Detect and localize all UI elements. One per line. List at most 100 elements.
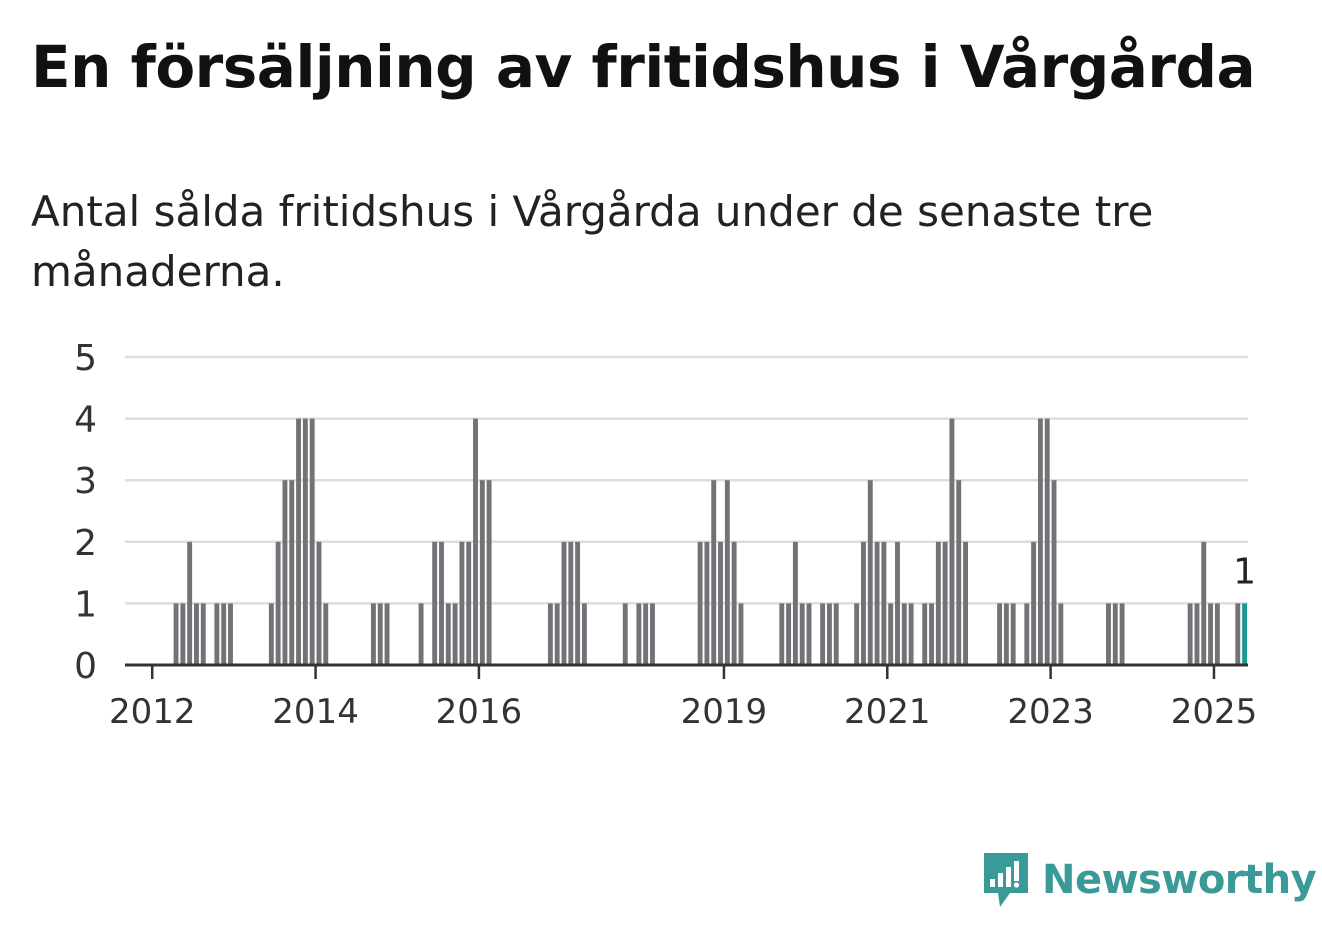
bar — [316, 541, 322, 665]
bar — [568, 541, 574, 665]
bar — [268, 603, 274, 665]
chart-subtitle: Antal sålda fritidshus i Vårgårda under … — [31, 187, 1154, 296]
bar — [370, 603, 376, 665]
bar — [643, 603, 649, 665]
bar — [180, 603, 186, 665]
bar — [704, 541, 710, 665]
x-tick-label: 2016 — [436, 692, 523, 732]
bar — [1051, 480, 1057, 665]
bar — [187, 541, 193, 665]
x-tick-label: 2019 — [681, 692, 768, 732]
x-tick-label: 2025 — [1171, 692, 1258, 732]
bar — [418, 603, 424, 665]
bar — [867, 480, 873, 665]
bar — [466, 541, 472, 665]
bar — [874, 541, 880, 665]
bar — [1201, 541, 1207, 665]
bar-highlight — [1242, 603, 1248, 665]
y-tick-label: 5 — [74, 338, 97, 379]
bar — [384, 603, 390, 665]
x-tick-label: 2012 — [109, 692, 196, 732]
bar — [997, 603, 1003, 665]
newsworthy-logo-text: Newsworthy — [1042, 857, 1317, 903]
bar — [1208, 603, 1214, 665]
bar — [1235, 603, 1241, 665]
bar — [949, 418, 955, 665]
bar — [854, 603, 860, 665]
bar — [731, 541, 737, 665]
bar — [296, 418, 302, 665]
bar — [792, 541, 798, 665]
bar — [473, 418, 478, 665]
bar — [901, 603, 907, 665]
y-tick-label: 4 — [74, 400, 97, 441]
bar — [554, 603, 560, 665]
bar — [650, 603, 655, 665]
bar — [452, 603, 458, 665]
bar — [1003, 603, 1009, 665]
bar — [833, 603, 839, 665]
y-tick-label: 0 — [74, 646, 97, 687]
x-tick-label: 2014 — [272, 692, 359, 732]
bar — [820, 603, 826, 665]
y-tick-label: 2 — [74, 523, 97, 564]
x-tick-label: 2021 — [844, 692, 931, 732]
bar — [547, 603, 553, 665]
bar — [1119, 603, 1125, 665]
bar — [929, 603, 934, 665]
bar — [963, 541, 968, 665]
bar — [228, 603, 233, 665]
newsworthy-logo: Newsworthy — [980, 848, 1317, 912]
bar — [214, 603, 220, 665]
bar — [282, 480, 288, 665]
bar — [1031, 541, 1037, 665]
bar — [888, 603, 894, 665]
bar — [275, 541, 281, 665]
bar — [881, 541, 887, 665]
bar — [956, 480, 962, 665]
bar — [1058, 603, 1064, 665]
bar — [1214, 603, 1220, 665]
bar — [200, 603, 206, 665]
bar — [289, 480, 295, 665]
bar — [479, 480, 485, 665]
bar — [1112, 603, 1118, 665]
newsworthy-logo-icon — [984, 853, 1028, 907]
bar — [302, 418, 308, 665]
bar — [439, 541, 444, 665]
bar — [445, 603, 451, 665]
bar — [1010, 603, 1016, 665]
bar — [826, 603, 832, 665]
bar — [221, 603, 227, 665]
bar — [1024, 603, 1030, 665]
chart-title: En försäljning av fritidshus i Vårgårda — [31, 33, 1256, 101]
bar — [738, 603, 744, 665]
bar — [799, 603, 805, 665]
bar — [1037, 418, 1043, 665]
bar — [942, 541, 948, 665]
bar — [718, 541, 723, 665]
bar — [459, 541, 465, 665]
bar — [173, 603, 179, 665]
bar — [309, 418, 315, 665]
bar — [194, 603, 199, 665]
bar — [622, 603, 628, 665]
bar — [377, 603, 383, 665]
bar — [1106, 603, 1111, 665]
bar — [432, 541, 438, 665]
bar — [895, 541, 900, 665]
bar — [1187, 603, 1193, 665]
y-tick-label: 1 — [74, 584, 97, 625]
bar — [724, 480, 730, 665]
bar — [636, 603, 642, 665]
bar — [711, 480, 717, 665]
y-tick-label: 3 — [74, 461, 97, 502]
bar — [697, 541, 703, 665]
bar — [861, 541, 866, 665]
bar — [779, 603, 785, 665]
bar — [935, 541, 941, 665]
bar — [575, 541, 581, 665]
bar — [561, 541, 567, 665]
bar — [1194, 603, 1200, 665]
axes: 0 1 2 3 4 5 1 2012 2014 2016 2019 2021 2023 2025 — [74, 338, 1257, 732]
